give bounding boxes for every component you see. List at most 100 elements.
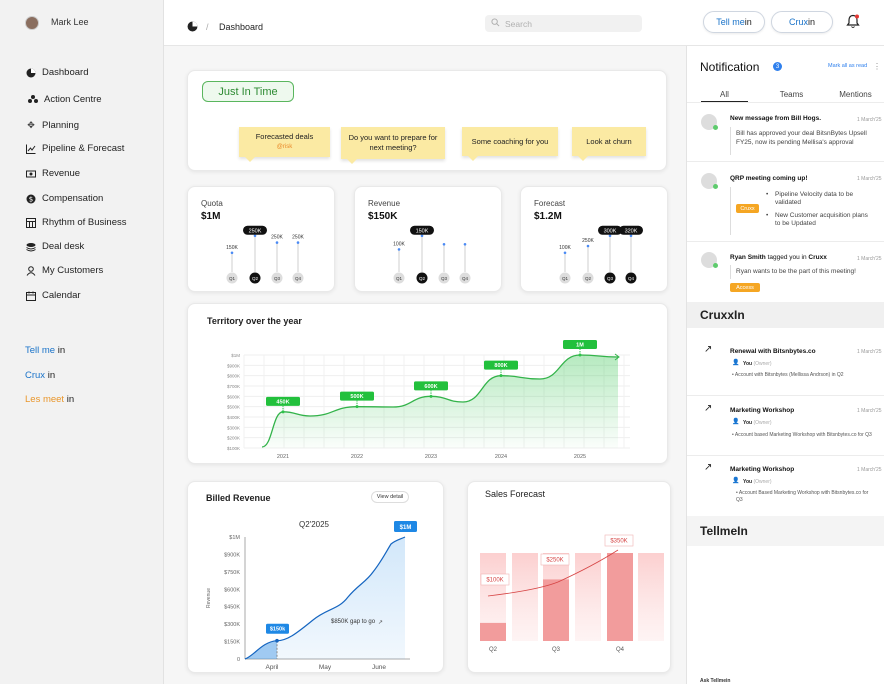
view-detail-button[interactable]: View detail (371, 491, 409, 503)
cruxx-button[interactable]: Cruxx (736, 204, 759, 213)
bell-icon[interactable] (846, 14, 860, 31)
tellme-in-link[interactable]: Tell me in (25, 345, 65, 356)
sidebar-item-customers[interactable]: My Customers (26, 265, 103, 276)
breadcrumb[interactable]: Dashboard (219, 22, 264, 32)
quarter-dot (271, 272, 283, 284)
notification-item[interactable]: Ryan Smith tagged you in Cruxx 1 March'2… (687, 242, 884, 302)
user-name: Mark Lee (51, 17, 89, 27)
tab-mentions[interactable]: Mentions (839, 90, 872, 99)
ask-tellmein[interactable]: Ask Tellmein (700, 678, 731, 684)
quarter-label: Q4 (462, 276, 469, 281)
sticky-note[interactable]: Look at churn (572, 127, 646, 161)
notif-title: New message from Bill Hogs. (730, 115, 822, 122)
tab-all[interactable]: All (720, 90, 729, 99)
note-text: Account Based Marketing Workshop with Bi… (736, 490, 869, 503)
user-icon: 👤 (732, 419, 740, 425)
quarter-label: Q2 (585, 276, 592, 281)
sidebar-item-dashboard[interactable]: Dashboard (26, 67, 88, 78)
user-icon: 👤 (732, 478, 740, 484)
notif-user: Ryan Smith (730, 254, 766, 261)
mini-point (629, 234, 633, 238)
sticky-note[interactable]: Some coaching for you (462, 127, 558, 161)
cruxx-title: Renewal with Bitsnbytes.co (730, 348, 816, 355)
y-tick-label: $900K (224, 552, 240, 558)
quarter-label: Q3 (274, 276, 281, 281)
quota-card[interactable]: Quota $1M 150K Q1 250K Q2 250K Q3 250K Q4 (187, 186, 335, 292)
sidebar-item-calendar[interactable]: Calendar (26, 290, 81, 301)
notif-body: Ryan wants to be the part of this meetin… (736, 268, 856, 275)
sidebar-item-compensation[interactable]: $ Compensation (26, 193, 103, 204)
cruxx-title: Marketing Workshop (730, 466, 795, 473)
note-text: Forecasted deals (255, 132, 314, 141)
x-tick-label: 2022 (351, 454, 363, 460)
panel-title: Notification (700, 60, 760, 74)
mini-point (296, 241, 300, 244)
owner-you: You (743, 420, 753, 426)
sidebar-item-revenue[interactable]: Revenue (26, 168, 80, 179)
mini-chart: 150K Q1 250K Q2 250K Q3 250K Q4 (226, 225, 304, 284)
owner-you: You (743, 361, 753, 367)
sidebar-item-label: Pipeline & Forecast (42, 143, 125, 154)
access-button[interactable]: Access (730, 283, 760, 292)
value-tag (414, 381, 448, 391)
mini-label: 100K (393, 241, 405, 247)
revenue-card[interactable]: Revenue $150K 100K Q1 150K Q2 Q3 Q4 (354, 186, 502, 292)
tab-indicator (701, 101, 748, 103)
sidebar-item-deal-desk[interactable]: Deal desk (26, 241, 84, 252)
mini-point (230, 251, 234, 255)
sidebar-item-pipeline[interactable]: Pipeline & Forecast (26, 143, 124, 154)
calendar-icon (26, 291, 36, 301)
sidebar-item-planning[interactable]: ✥ Planning (26, 120, 79, 131)
y-tick-label: $300K (227, 425, 240, 430)
y-tick-label: $600K (227, 394, 240, 399)
y-tick-label: $900K (227, 363, 240, 368)
sidebar-item-action-centre[interactable]: Action Centre (28, 94, 102, 105)
quarter-label: Q4 (628, 276, 635, 281)
y-tick-label: $700K (227, 384, 240, 389)
avatar (701, 173, 718, 189)
planning-icon: ✥ (27, 120, 35, 130)
sidebar-item-label: Revenue (42, 168, 81, 179)
cruxx-date: 1 March'25 (857, 408, 882, 414)
count-badge: 3 (773, 62, 782, 71)
cruxx-item[interactable]: ↗ Marketing Workshop 1 March'25 👤 You (O… (687, 401, 884, 455)
lesmeet-in-link[interactable]: Les meet in (25, 394, 74, 405)
forecast-card[interactable]: Forecast $1.2M 100K Q1 250K Q2 300K Q3 320K Q4 (520, 186, 668, 292)
sticky-note[interactable]: Do you want to prepare for next meeting? (341, 127, 445, 164)
avatar[interactable] (25, 16, 39, 30)
crux-in-link[interactable]: Crux in (25, 370, 55, 381)
owner-role: (Owner) (753, 420, 772, 426)
mini-tag (598, 225, 622, 235)
sticky-note[interactable]: Forecasted deals @risk (239, 127, 330, 162)
mini-chart: 100K Q1 150K Q2 Q3 Q4 (393, 225, 471, 284)
crux-in-button[interactable]: Crux in (771, 11, 833, 33)
data-point (499, 374, 503, 378)
sidebar-item-rhythm[interactable]: Rhythm of Business (26, 217, 126, 228)
notif-date: 1 March'25 (857, 256, 882, 262)
notification-item[interactable]: New message from Bill Hogs. 1 March'25 B… (687, 103, 884, 161)
cruxx-note: • Account based Marketing Workshop with … (732, 432, 872, 438)
territory-card: Territory over the year $1M $900K $800K $70… (187, 303, 668, 464)
tellme-in-button[interactable]: Tell me in (703, 11, 765, 33)
y-tick-label: $450K (224, 605, 240, 611)
mark-read-link[interactable]: Mark all as read (828, 63, 868, 69)
tab-teams[interactable]: Teams (779, 90, 804, 99)
cruxx-item[interactable]: ↗ Renewal with Bitsnbytes.co 1 March'25 … (687, 340, 884, 394)
owner-role: (Owner) (753, 361, 772, 367)
billed-revenue-card: Billed Revenue View detail Q2'2025 $1M $9… (187, 481, 444, 673)
cruxx-date: 1 March'25 (857, 467, 882, 473)
more-icon[interactable]: ⋮ (873, 62, 881, 71)
search-input[interactable]: Search (485, 15, 642, 32)
svg-text:$: $ (29, 195, 33, 203)
quarter-dot (393, 272, 405, 284)
sidebar-item-label: Action Centre (44, 94, 102, 105)
ghost-bar (512, 553, 538, 641)
cruxx-item[interactable]: ↗ Marketing Workshop 1 March'25 👤 You (O… (687, 460, 884, 514)
notification-item[interactable]: QRP meeting coming up! 1 March'25 Cruxx … (687, 162, 884, 242)
x-tick-label: 2025 (574, 454, 586, 460)
link-brand: Les meet (25, 394, 65, 405)
cruxxin-header: CruxxIn (687, 302, 884, 328)
action-icon (28, 94, 38, 105)
ghost-bar (575, 553, 601, 641)
y-tick-label: 0 (237, 657, 240, 663)
